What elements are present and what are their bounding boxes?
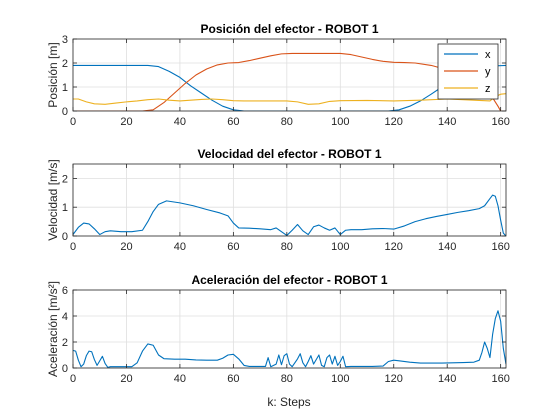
y-tick-label: 2 bbox=[62, 173, 68, 185]
x-tick-label: 100 bbox=[331, 116, 349, 128]
x-tick-label: 120 bbox=[385, 373, 403, 385]
x-tick-label: 0 bbox=[70, 373, 76, 385]
x-tick-label: 20 bbox=[120, 116, 132, 128]
y-axis-label: Velocidad [m/s] bbox=[46, 159, 60, 240]
series-group bbox=[73, 310, 506, 368]
series-line bbox=[73, 194, 506, 236]
x-tick-label: 80 bbox=[281, 241, 293, 253]
plot-area bbox=[73, 290, 506, 368]
subplot-title: Aceleración del efector - ROBOT 1 bbox=[191, 273, 387, 287]
x-tick-label: 160 bbox=[491, 241, 509, 253]
x-tick-label: 80 bbox=[281, 116, 293, 128]
subplot-1: 0 20 40 60 80 100 120 140 160 0 1 2 3 Posición del ef… bbox=[46, 22, 510, 128]
x-tick-label: 20 bbox=[120, 373, 132, 385]
x-tick-label: 20 bbox=[120, 241, 132, 253]
x-tick-label: 120 bbox=[385, 241, 403, 253]
legend-label-x: x bbox=[485, 49, 491, 61]
y-tick-label: 2 bbox=[62, 337, 68, 349]
axes-box bbox=[72, 289, 507, 369]
x-tick-label: 40 bbox=[174, 241, 186, 253]
y-tick-label: 0 bbox=[62, 363, 68, 375]
x-tick-label: 100 bbox=[331, 373, 349, 385]
y-tick-label: 1 bbox=[62, 202, 68, 214]
subplot-2: 0 20 40 60 80 100 120 140 160 0 1 2 Velocidad del ef… bbox=[46, 147, 510, 253]
axes-box bbox=[72, 38, 507, 112]
y-tick-label: 0 bbox=[62, 231, 68, 243]
y-axis-label: Posición [m] bbox=[46, 42, 60, 107]
x-tick-label: 140 bbox=[438, 241, 456, 253]
subplot-title: Velocidad del efector - ROBOT 1 bbox=[197, 147, 381, 161]
x-tick-label: 160 bbox=[491, 116, 509, 128]
y-tick-label: 1 bbox=[62, 82, 68, 94]
x-tick-label: 140 bbox=[438, 116, 456, 128]
x-tick-label: 60 bbox=[227, 373, 239, 385]
series-group bbox=[73, 194, 506, 236]
x-tick-label: 40 bbox=[174, 373, 186, 385]
x-tick-label: 120 bbox=[385, 116, 403, 128]
x-tick-label: 0 bbox=[70, 241, 76, 253]
x-tick-label: 40 bbox=[174, 116, 186, 128]
legend-label-z: z bbox=[485, 83, 491, 95]
legend-label-y: y bbox=[485, 66, 491, 78]
x-tick-label: 60 bbox=[227, 241, 239, 253]
y-tick-label: 3 bbox=[62, 34, 68, 46]
y-tick-label: 2 bbox=[62, 58, 68, 70]
plot-area bbox=[73, 39, 506, 111]
axes-box bbox=[72, 163, 507, 237]
y-tick-label: 4 bbox=[62, 311, 68, 323]
series-line bbox=[73, 310, 506, 368]
y-tick-label: 0 bbox=[62, 106, 68, 118]
x-tick-label: 160 bbox=[491, 373, 509, 385]
x-tick-label: 80 bbox=[281, 373, 293, 385]
subplot-title: Posición del efector - ROBOT 1 bbox=[200, 22, 378, 36]
x-axis-label: k: Steps bbox=[267, 395, 310, 409]
y-axis-label: Aceleración [m/s²] bbox=[46, 281, 60, 377]
legend: xyz bbox=[437, 43, 499, 100]
x-tick-label: 100 bbox=[331, 241, 349, 253]
series-line-z bbox=[73, 93, 506, 105]
x-tick-label: 0 bbox=[70, 116, 76, 128]
x-tick-label: 140 bbox=[438, 373, 456, 385]
subplot-3: 0 20 40 60 80 100 120 140 160 0 2 4 6 Aceleración del… bbox=[46, 273, 510, 385]
x-tick-label: 60 bbox=[227, 116, 239, 128]
plot-area bbox=[73, 164, 506, 236]
y-tick-label: 6 bbox=[62, 285, 68, 297]
